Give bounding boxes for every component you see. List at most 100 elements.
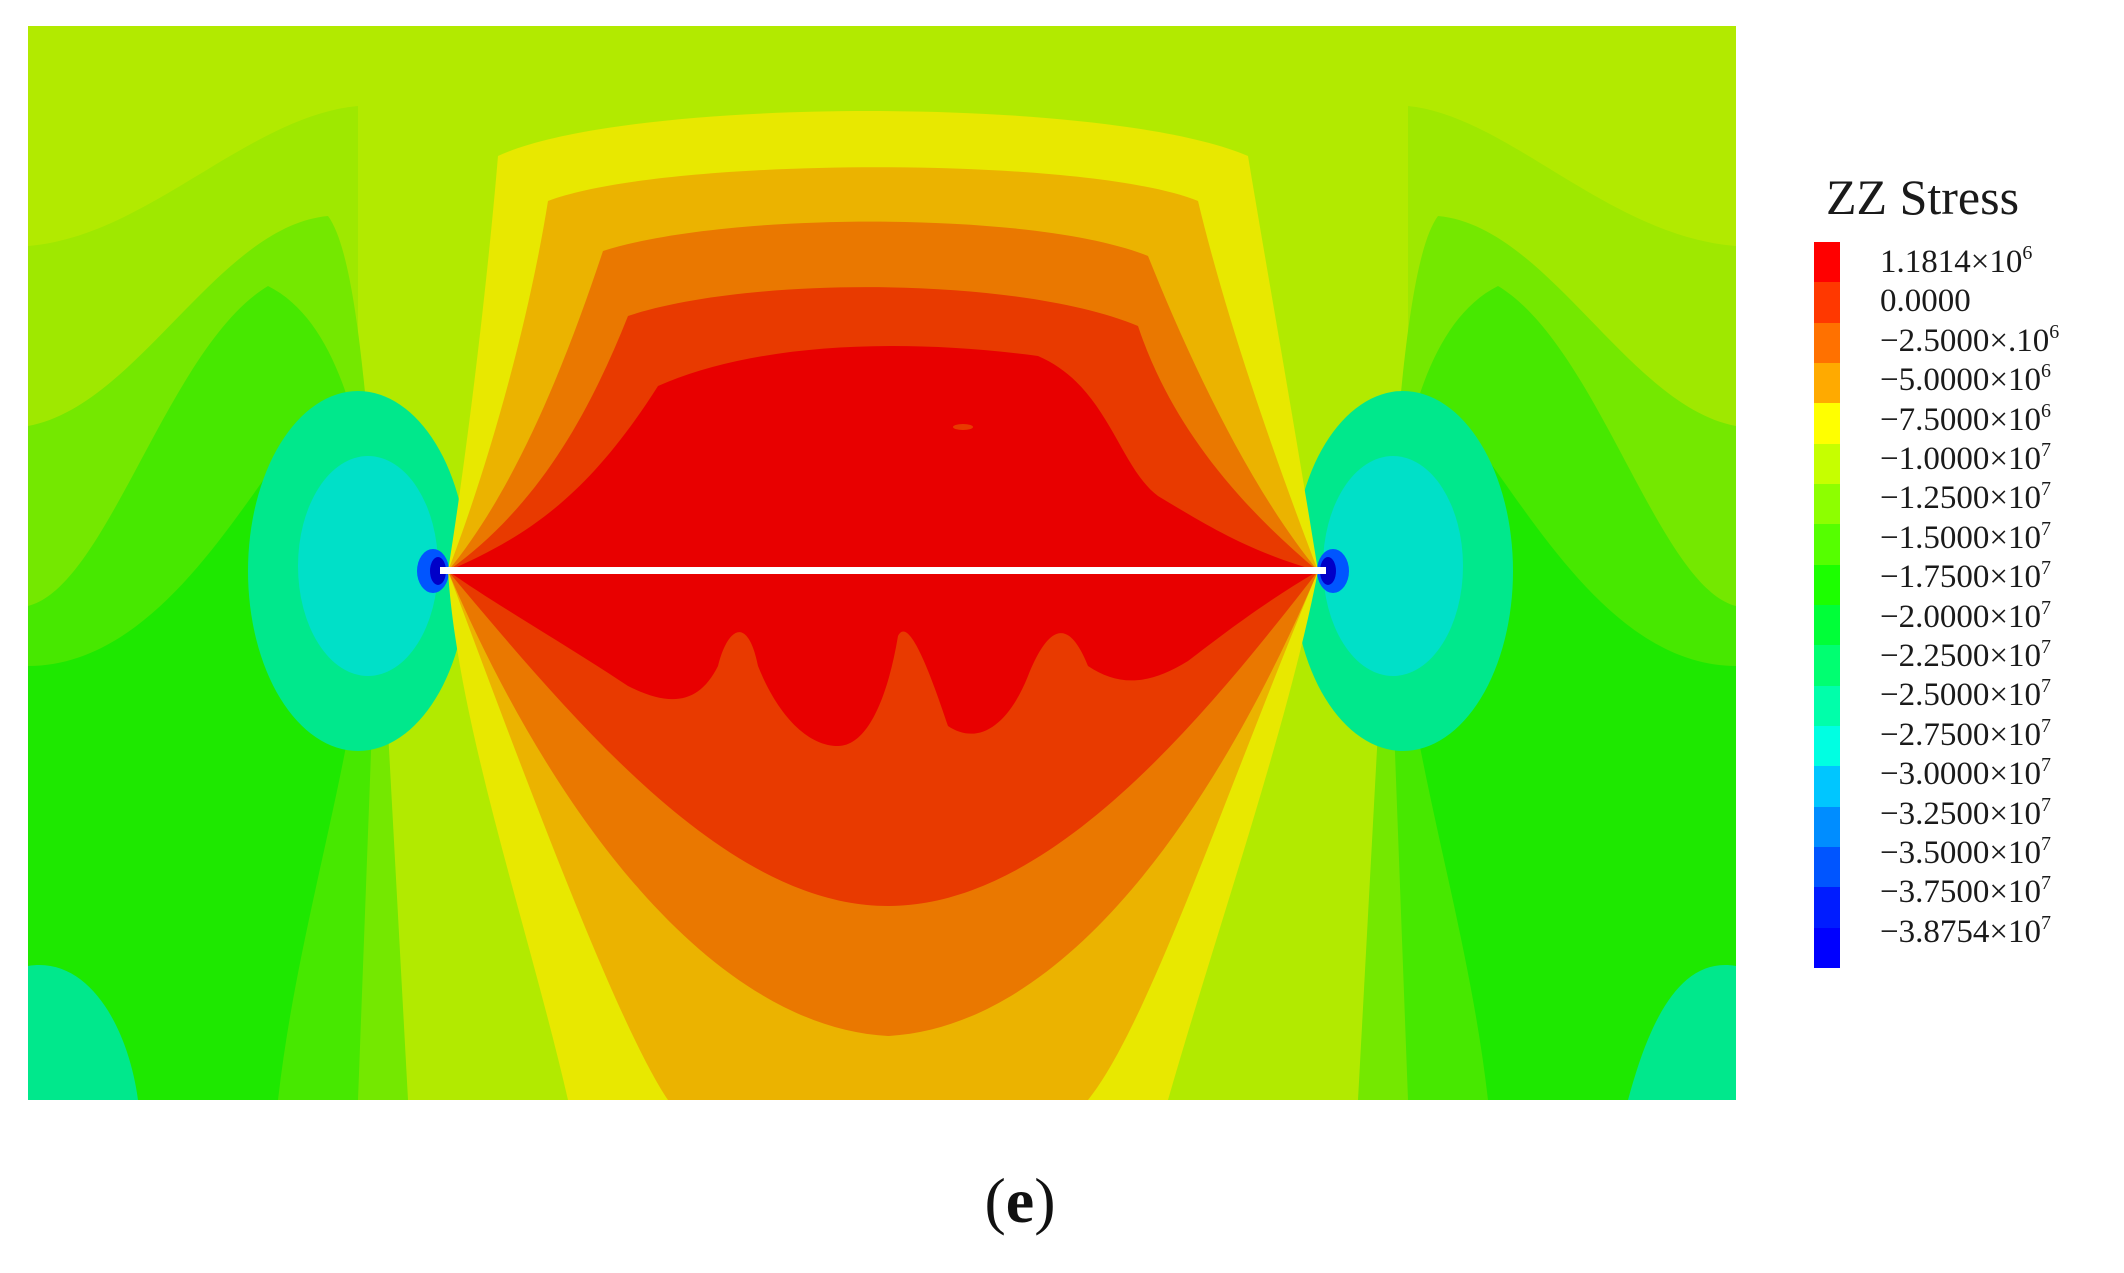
legend-label-exponent: 6 <box>2041 399 2051 422</box>
legend-label-times: ×10 <box>1989 441 2041 477</box>
legend-label: −3.7500×107 <box>1880 873 2051 911</box>
legend-label: −2.5000×.106 <box>1880 322 2059 359</box>
caption-paren-close: ) <box>1034 1165 1056 1236</box>
legend-label-times: ×10 <box>1989 874 2041 911</box>
legend-swatch <box>1814 927 1840 969</box>
legend-label-exponent: 6 <box>2022 242 2033 264</box>
legend-label-mantissa: −2.2500 <box>1880 638 1990 674</box>
legend-label-mantissa: 1.1814 <box>1880 244 1971 280</box>
legend-label-exponent: 7 <box>2041 714 2051 737</box>
legend-swatch <box>1814 726 1840 767</box>
legend-label-times: ×10 <box>1970 244 2023 280</box>
legend-label-mantissa: −3.7500 <box>1880 874 1990 911</box>
legend-label: −3.8754×107 <box>1880 913 2051 950</box>
legend-label-exponent: 7 <box>2041 636 2051 658</box>
legend-label-exponent: 7 <box>2041 675 2051 698</box>
legend-label: −3.2500×107 <box>1880 795 2051 832</box>
legend-swatch <box>1814 564 1840 606</box>
legend-swatch <box>1814 645 1840 687</box>
legend-label: −1.2500×107 <box>1880 479 2051 517</box>
legend-label-exponent: 7 <box>2041 596 2051 619</box>
legend-label-exponent: 7 <box>2041 872 2051 895</box>
legend-label-mantissa: 0.0000 <box>1880 283 1971 320</box>
legend-swatch <box>1814 605 1840 646</box>
legend-label: −7.5000×106 <box>1880 401 2051 438</box>
legend-label-times: ×10 <box>1989 677 2041 714</box>
legend-label-mantissa: −3.0000 <box>1880 756 1990 793</box>
crack-tip-left <box>248 391 468 751</box>
legend-swatch <box>1814 887 1840 929</box>
legend-swatch <box>1814 847 1840 888</box>
legend-color-bar <box>1814 242 1840 969</box>
legend-swatch <box>1814 242 1840 283</box>
legend-swatch <box>1814 322 1840 364</box>
contour-band-core-red <box>448 346 1318 746</box>
contour-band-corner-right <box>1628 965 1736 1100</box>
legend-swatch <box>1814 282 1840 324</box>
legend-label: −1.5000×107 <box>1880 519 2051 556</box>
legend-label: 0.0000 <box>1880 285 1971 318</box>
legend-label-exponent: 7 <box>2041 439 2051 461</box>
legend-label-mantissa: −7.5000 <box>1880 401 1990 438</box>
legend-label-exponent: 7 <box>2041 833 2051 855</box>
contour-band-far-field <box>28 443 1736 1100</box>
legend-label-mantissa: −1.5000 <box>1880 519 1990 556</box>
legend-label: −2.2500×107 <box>1880 637 2051 674</box>
legend-label: −3.0000×107 <box>1880 755 2051 793</box>
crack-tip-right <box>1293 391 1513 751</box>
legend-label-times: ×10 <box>1989 480 2041 517</box>
legend-swatch <box>1814 443 1840 485</box>
legend-label-mantissa: −3.5000 <box>1880 835 1990 871</box>
legend-label-mantissa: −5.0000 <box>1880 362 1990 399</box>
stress-contour-plot <box>28 26 1736 1100</box>
legend-label: −1.0000×107 <box>1880 440 2051 477</box>
legend-swatch <box>1814 806 1840 848</box>
legend-label-times: ×10 <box>1989 756 2041 793</box>
legend-label-mantissa: −1.7500 <box>1880 559 1990 596</box>
legend-label: −2.7500×107 <box>1880 716 2051 753</box>
legend-swatch <box>1814 685 1840 727</box>
legend-label-exponent: 7 <box>2041 478 2051 501</box>
caption-letter: e <box>1005 1165 1035 1236</box>
legend-label-mantissa: −2.0000 <box>1880 598 1990 635</box>
legend-label-times: ×10 <box>1989 795 2041 832</box>
legend-label-mantissa: −3.8754 <box>1880 913 1990 950</box>
legend-title: ZZ Stress <box>1826 169 2020 225</box>
legend-label-exponent: 7 <box>2041 911 2051 934</box>
crack-line <box>440 567 1326 574</box>
legend-label-times: ×10 <box>1989 362 2041 399</box>
legend-swatch <box>1814 484 1840 525</box>
legend-label-times: ×10 <box>1989 638 2041 674</box>
legend-label: −5.0000×106 <box>1880 361 2051 399</box>
legend-label-times: ×10 <box>1989 401 2041 438</box>
legend-label: 1.1814×106 <box>1880 243 2032 280</box>
legend-label-mantissa: −2.5000 <box>1880 677 1990 714</box>
legend-label-times: ×.10 <box>1989 322 2050 359</box>
legend-label: −3.5000×107 <box>1880 834 2051 871</box>
legend-label-times: ×10 <box>1989 716 2041 753</box>
legend-label-mantissa: −1.2500 <box>1880 480 1990 517</box>
legend-label-times: ×10 <box>1989 835 2041 871</box>
legend-label-exponent: 7 <box>2041 517 2051 540</box>
caption-paren-open: ( <box>984 1165 1006 1236</box>
legend-label-exponent: 7 <box>2041 793 2051 816</box>
contour-spot <box>953 424 973 430</box>
legend-label-mantissa: −2.5000 <box>1880 322 1990 359</box>
legend-label-exponent: 6 <box>2041 360 2051 383</box>
legend-label-mantissa: −3.2500 <box>1880 795 1990 832</box>
legend-label-times: ×10 <box>1989 598 2041 635</box>
legend-label-times: ×10 <box>1989 519 2041 556</box>
legend-swatch <box>1814 363 1840 404</box>
legend-label-mantissa: −2.7500 <box>1880 716 1990 753</box>
legend-label: −1.7500×107 <box>1880 558 2051 596</box>
legend-label-exponent: 7 <box>2041 557 2051 580</box>
legend-label-times: ×10 <box>1989 913 2041 950</box>
legend-label: −2.0000×107 <box>1880 598 2051 635</box>
legend-swatch <box>1814 766 1840 808</box>
legend-label-exponent: 6 <box>2049 320 2060 343</box>
legend-label-exponent: 7 <box>2041 754 2051 777</box>
panel-caption: (e) <box>960 1164 1080 1238</box>
legend-label: −2.5000×107 <box>1880 676 2051 714</box>
contour-band-corner-left <box>28 965 138 1100</box>
legend-label-times: ×10 <box>1989 559 2041 596</box>
